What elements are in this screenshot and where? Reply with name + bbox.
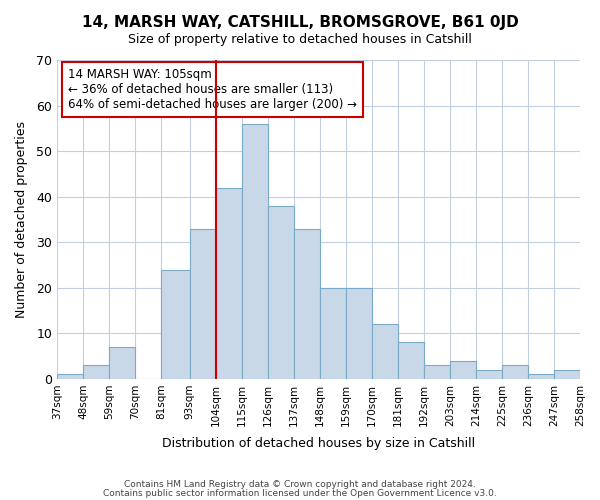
Bar [109, 347, 135, 379]
Bar [215, 188, 242, 379]
Bar [57, 374, 83, 379]
Bar [372, 324, 398, 379]
Bar [242, 124, 268, 379]
Text: 14 MARSH WAY: 105sqm
← 36% of detached houses are smaller (113)
64% of semi-deta: 14 MARSH WAY: 105sqm ← 36% of detached h… [68, 68, 356, 111]
X-axis label: Distribution of detached houses by size in Catshill: Distribution of detached houses by size … [162, 437, 475, 450]
Text: Contains HM Land Registry data © Crown copyright and database right 2024.: Contains HM Land Registry data © Crown c… [124, 480, 476, 489]
Bar [528, 374, 554, 379]
Bar [424, 365, 450, 379]
Bar [554, 370, 580, 379]
Bar [320, 288, 346, 379]
Bar [190, 228, 215, 379]
Bar [161, 270, 190, 379]
Bar [502, 365, 528, 379]
Y-axis label: Number of detached properties: Number of detached properties [15, 121, 28, 318]
Bar [398, 342, 424, 379]
Text: Size of property relative to detached houses in Catshill: Size of property relative to detached ho… [128, 32, 472, 46]
Bar [268, 206, 294, 379]
Bar [83, 365, 109, 379]
Bar [450, 360, 476, 379]
Text: 14, MARSH WAY, CATSHILL, BROMSGROVE, B61 0JD: 14, MARSH WAY, CATSHILL, BROMSGROVE, B61… [82, 15, 518, 30]
Bar [476, 370, 502, 379]
Text: Contains public sector information licensed under the Open Government Licence v3: Contains public sector information licen… [103, 488, 497, 498]
Bar [346, 288, 372, 379]
Bar [294, 228, 320, 379]
